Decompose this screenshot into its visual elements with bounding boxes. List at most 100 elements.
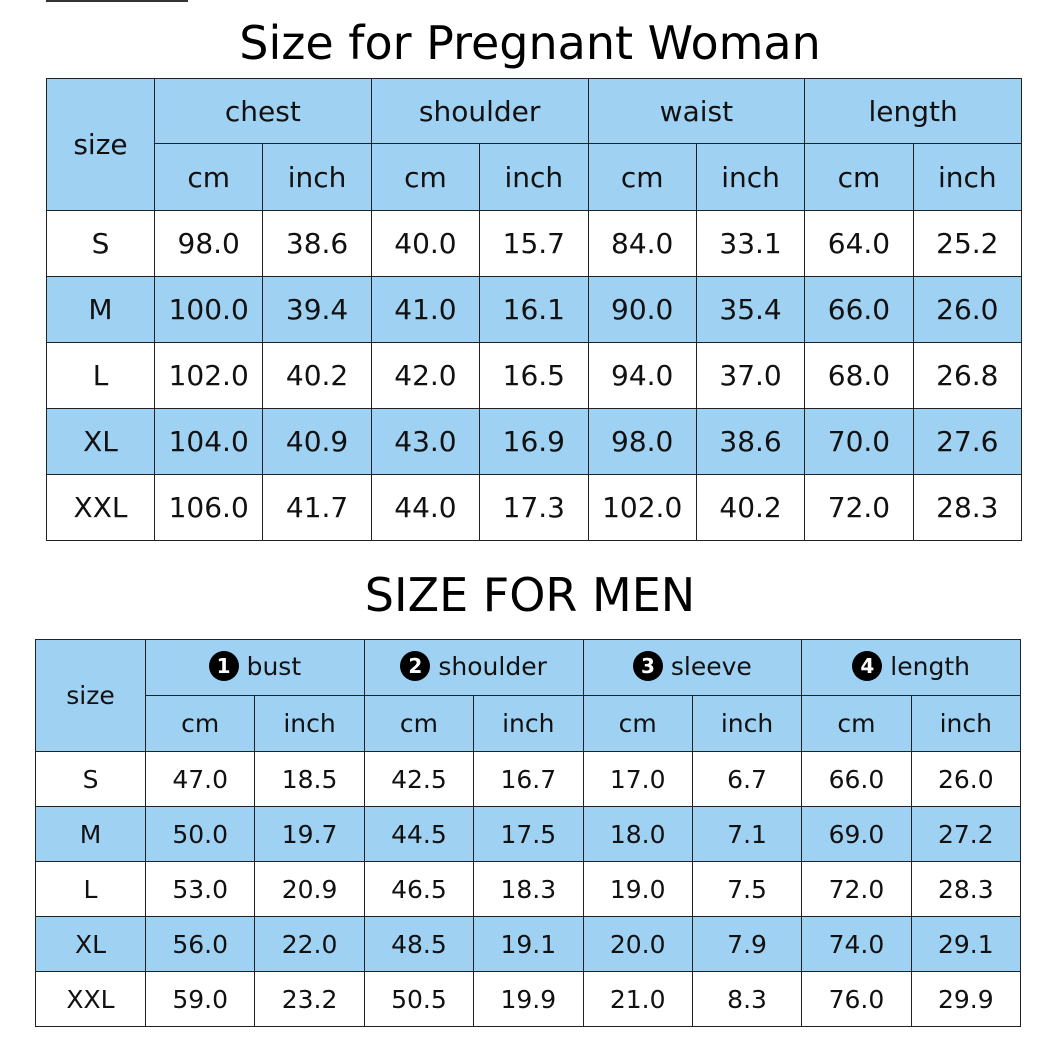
table-row: M 50.0 19.7 44.5 17.5 18.0 7.1 69.0 27.2 — [35, 806, 1022, 862]
measurement-cell: 20.0 — [582, 916, 693, 972]
measurement-cell: 37.0 — [695, 342, 806, 409]
measurement-cell: 72.0 — [801, 861, 912, 917]
measurement-cell: 94.0 — [587, 342, 697, 409]
measurement-cell: 18.3 — [473, 861, 584, 917]
unit-header: cm — [582, 695, 693, 752]
table-row: XXL 59.0 23.2 50.5 19.9 21.0 8.3 76.0 29.9 — [35, 971, 1022, 1027]
unit-header: inch — [262, 143, 372, 211]
measurement-cell: 98.0 — [587, 408, 697, 475]
measurement-cell: 38.6 — [262, 210, 372, 277]
measurement-cell: 102.0 — [587, 474, 697, 541]
measurement-cell: 19.1 — [473, 916, 584, 972]
chest-header: chest — [154, 78, 372, 144]
size-cell: XL — [35, 916, 146, 972]
measurement-cell: 19.7 — [254, 806, 365, 862]
shoulder-label: shoulder — [438, 652, 547, 681]
size-cell: L — [46, 342, 155, 409]
measurement-cell: 8.3 — [691, 971, 803, 1027]
measurement-cell: 76.0 — [801, 971, 912, 1027]
measurement-cell: 53.0 — [144, 861, 256, 917]
measurement-cell: 44.5 — [363, 806, 475, 862]
measurement-cell: 17.5 — [473, 806, 584, 862]
sleeve-label: sleeve — [670, 652, 752, 681]
men-size-table: size 1 bust 2 shoulder 3 sleeve 4 length cm … — [35, 639, 1022, 1027]
measurement-cell: 102.0 — [153, 342, 264, 409]
measurement-cell: 27.2 — [910, 806, 1022, 862]
measurement-cell: 16.5 — [479, 342, 589, 409]
length-label: length — [890, 652, 970, 681]
table-row: L 102.0 40.2 42.0 16.5 94.0 37.0 68.0 26.8 — [46, 342, 1023, 409]
unit-header: cm — [144, 695, 256, 752]
measurement-cell: 17.3 — [479, 474, 589, 541]
unit-header: cm — [153, 143, 264, 211]
number-3-icon: 3 — [632, 651, 663, 681]
shoulder-header: shoulder — [370, 78, 589, 144]
unit-header: cm — [370, 143, 481, 211]
measurement-cell: 41.7 — [262, 474, 372, 541]
measurement-cell: 21.0 — [582, 971, 693, 1027]
pregnant-size-table: size chest shoulder waist length cm inch… — [46, 78, 1023, 541]
bust-label: bust — [246, 652, 302, 681]
unit-header: inch — [695, 143, 806, 211]
measurement-cell: 33.1 — [695, 210, 806, 277]
measurement-cell: 106.0 — [153, 474, 264, 541]
table-row: M 100.0 39.4 41.0 16.1 90.0 35.4 66.0 26.0 — [46, 276, 1023, 343]
size-cell: XL — [46, 408, 155, 475]
measurement-cell: 46.5 — [363, 861, 475, 917]
sleeve-header: 3 sleeve — [582, 639, 803, 696]
measurement-cell: 50.0 — [144, 806, 256, 862]
measurement-cell: 16.7 — [473, 751, 584, 807]
measurement-cell: 19.9 — [473, 971, 584, 1027]
measurement-cell: 43.0 — [370, 408, 481, 475]
length-header: 4 length — [801, 639, 1021, 696]
measurement-cell: 15.7 — [479, 210, 589, 277]
measurement-cell: 35.4 — [695, 276, 806, 343]
unit-header: cm — [363, 695, 475, 752]
measurement-cell: 40.0 — [370, 210, 481, 277]
measurement-cell: 70.0 — [804, 408, 914, 475]
measurement-cell: 7.5 — [691, 861, 803, 917]
measurement-cell: 42.0 — [370, 342, 481, 409]
measurement-cell: 16.9 — [479, 408, 589, 475]
measurement-cell: 84.0 — [587, 210, 697, 277]
measurement-cell: 104.0 — [153, 408, 264, 475]
size-cell: S — [35, 751, 146, 807]
unit-header: inch — [910, 695, 1022, 752]
unit-header: inch — [479, 143, 589, 211]
table-row: XXL 106.0 41.7 44.0 17.3 102.0 40.2 72.0 28.3 — [46, 474, 1023, 541]
table-row: L 53.0 20.9 46.5 18.3 19.0 7.5 72.0 28.3 — [35, 861, 1022, 917]
measurement-cell: 26.8 — [912, 342, 1023, 409]
measurement-cell: 66.0 — [804, 276, 914, 343]
measurement-cell: 18.0 — [582, 806, 693, 862]
measurement-cell: 18.5 — [254, 751, 365, 807]
measurement-cell: 38.6 — [695, 408, 806, 475]
measurement-cell: 40.2 — [695, 474, 806, 541]
measurement-cell: 26.0 — [912, 276, 1023, 343]
measurement-cell: 59.0 — [144, 971, 256, 1027]
top-divider-line — [46, 0, 188, 2]
measurement-cell: 64.0 — [804, 210, 914, 277]
measurement-cell: 19.0 — [582, 861, 693, 917]
measurement-cell: 100.0 — [153, 276, 264, 343]
measurement-cell: 98.0 — [153, 210, 264, 277]
measurement-cell: 17.0 — [582, 751, 693, 807]
men-size-title: SIZE FOR MEN — [364, 568, 696, 622]
unit-header: cm — [804, 143, 914, 211]
measurement-cell: 47.0 — [144, 751, 256, 807]
number-1-icon: 1 — [208, 651, 239, 681]
unit-header: inch — [912, 143, 1023, 211]
table-row: XL 104.0 40.9 43.0 16.9 98.0 38.6 70.0 27.6 — [46, 408, 1023, 475]
size-header: size — [46, 78, 155, 211]
number-4-icon: 4 — [852, 651, 883, 681]
bust-header: 1 bust — [145, 639, 365, 696]
measurement-cell: 39.4 — [262, 276, 372, 343]
measurement-cell: 66.0 — [801, 751, 912, 807]
unit-header: inch — [254, 695, 365, 752]
shoulder-header: 2 shoulder — [363, 639, 584, 696]
measurement-cell: 40.2 — [262, 342, 372, 409]
size-cell: L — [35, 861, 146, 917]
pregnant-size-title: Size for Pregnant Woman — [239, 16, 821, 70]
measurement-cell: 74.0 — [801, 916, 912, 972]
measurement-cell: 68.0 — [804, 342, 914, 409]
measurement-cell: 42.5 — [363, 751, 475, 807]
